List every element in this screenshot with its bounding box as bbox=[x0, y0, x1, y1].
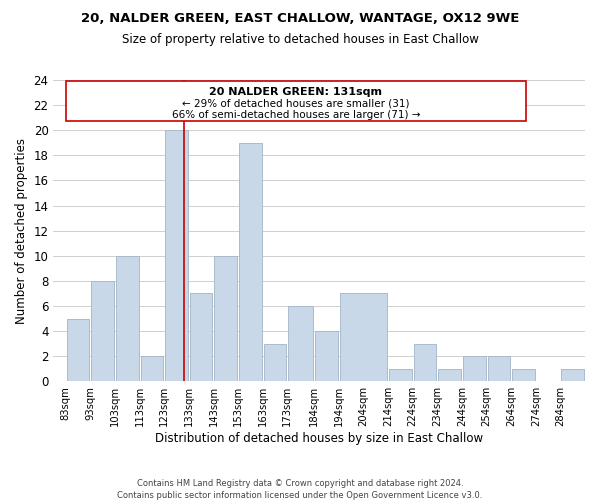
Bar bbox=[340, 294, 387, 382]
Bar bbox=[439, 369, 461, 382]
Text: ← 29% of detached houses are smaller (31): ← 29% of detached houses are smaller (31… bbox=[182, 98, 410, 108]
Text: Size of property relative to detached houses in East Challow: Size of property relative to detached ho… bbox=[122, 32, 478, 46]
Bar bbox=[190, 294, 212, 382]
Bar bbox=[562, 369, 584, 382]
Text: 20, NALDER GREEN, EAST CHALLOW, WANTAGE, OX12 9WE: 20, NALDER GREEN, EAST CHALLOW, WANTAGE,… bbox=[81, 12, 519, 26]
Bar bbox=[488, 356, 510, 382]
Bar bbox=[288, 306, 313, 382]
Bar bbox=[463, 356, 485, 382]
Bar bbox=[389, 369, 412, 382]
Bar bbox=[315, 331, 338, 382]
Bar bbox=[67, 318, 89, 382]
Text: 20 NALDER GREEN: 131sqm: 20 NALDER GREEN: 131sqm bbox=[209, 87, 382, 97]
FancyBboxPatch shape bbox=[66, 82, 526, 122]
Y-axis label: Number of detached properties: Number of detached properties bbox=[15, 138, 28, 324]
Bar bbox=[512, 369, 535, 382]
Bar bbox=[91, 281, 114, 382]
Bar bbox=[239, 143, 262, 382]
Bar bbox=[116, 256, 139, 382]
Text: Contains HM Land Registry data © Crown copyright and database right 2024.: Contains HM Land Registry data © Crown c… bbox=[137, 479, 463, 488]
Bar bbox=[214, 256, 237, 382]
Bar bbox=[263, 344, 286, 382]
Text: Contains public sector information licensed under the Open Government Licence v3: Contains public sector information licen… bbox=[118, 491, 482, 500]
Bar bbox=[140, 356, 163, 382]
Bar bbox=[414, 344, 436, 382]
X-axis label: Distribution of detached houses by size in East Challow: Distribution of detached houses by size … bbox=[155, 432, 483, 445]
Text: 66% of semi-detached houses are larger (71) →: 66% of semi-detached houses are larger (… bbox=[172, 110, 420, 120]
Bar bbox=[165, 130, 188, 382]
